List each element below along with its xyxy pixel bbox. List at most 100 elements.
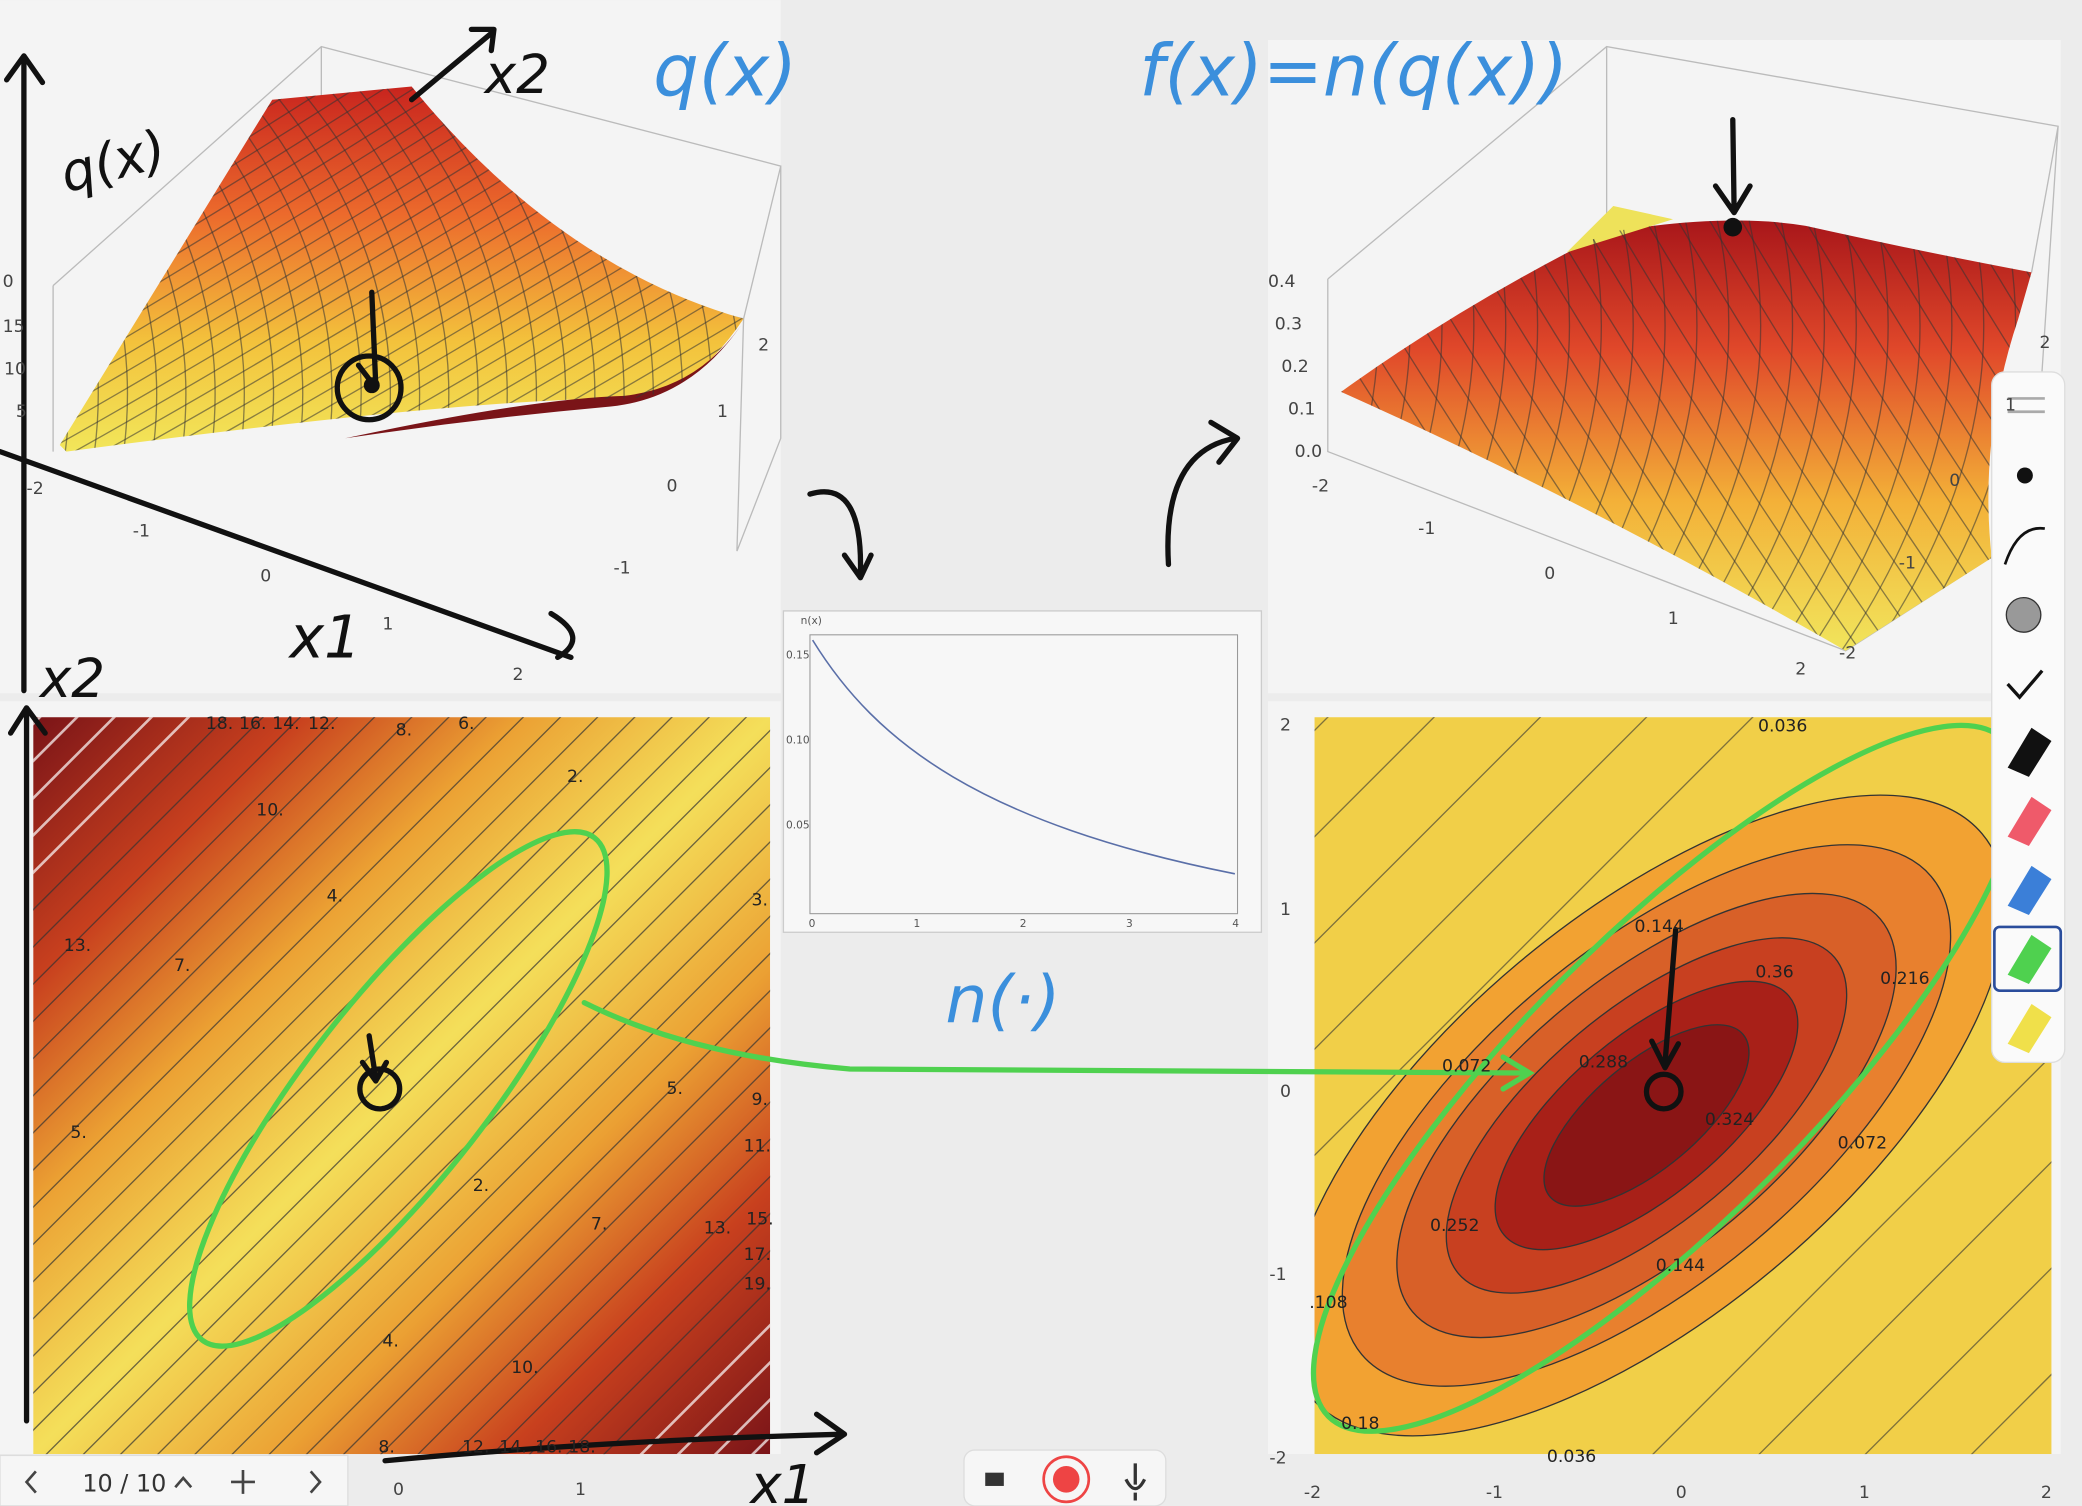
contour-label: 16. bbox=[535, 1438, 562, 1458]
contour-line bbox=[417, 1101, 771, 1455]
camera-button[interactable] bbox=[985, 1472, 1004, 1486]
tool-check[interactable] bbox=[2006, 669, 2044, 700]
tick-label: 1 bbox=[1280, 900, 1291, 920]
contour-label: 0.18 bbox=[1341, 1414, 1379, 1434]
tick-label: 1 bbox=[2005, 395, 2016, 415]
contour-label: 8. bbox=[396, 721, 412, 741]
hand-label: x2 bbox=[38, 648, 105, 710]
mesh-line bbox=[1004, 213, 1124, 664]
contour-line bbox=[231, 915, 771, 1455]
tick-label: -2 bbox=[1312, 476, 1329, 496]
tick-label: 1 bbox=[575, 1480, 586, 1500]
ink-circle bbox=[357, 1066, 403, 1112]
pen-yellow[interactable] bbox=[2007, 1003, 2052, 1054]
contour-label: 19. bbox=[744, 1274, 771, 1294]
tick-label: 3 bbox=[1126, 917, 1133, 930]
contour-line bbox=[33, 717, 191, 875]
mesh-line bbox=[1768, 220, 1889, 651]
contour-label: 14. bbox=[272, 714, 299, 734]
pen-red[interactable] bbox=[2007, 796, 2052, 846]
axis-label: n(x) bbox=[801, 614, 822, 627]
contour-line bbox=[305, 989, 771, 1455]
tick-label: 10 bbox=[4, 360, 26, 380]
contour-label: 0.216 bbox=[1880, 969, 1929, 989]
mesh-line bbox=[972, 213, 1264, 664]
tick-label: 0 bbox=[1544, 564, 1555, 584]
tick-label: 15 bbox=[3, 317, 25, 337]
tick-label: 2 bbox=[1795, 660, 1806, 680]
prev-page[interactable] bbox=[24, 1470, 37, 1494]
contour-label: 12. bbox=[462, 1438, 489, 1458]
mesh-line bbox=[59, 86, 574, 452]
tick-label: -1 bbox=[1899, 553, 1916, 573]
contour-line bbox=[342, 1026, 771, 1455]
mesh-line bbox=[972, 213, 1092, 664]
contour-label: 11. bbox=[744, 1136, 771, 1156]
page-navigation: 10 / 10 bbox=[0, 1454, 349, 1506]
plot-n bbox=[809, 634, 1239, 915]
drag-handle[interactable] bbox=[2007, 397, 2045, 414]
mesh-line bbox=[1959, 220, 2032, 651]
tick-label: -2 bbox=[1839, 644, 1856, 664]
tick-label: -2 bbox=[27, 479, 44, 499]
add-page[interactable] bbox=[231, 1470, 255, 1494]
contour-label: 0.072 bbox=[1838, 1134, 1887, 1154]
panel-n bbox=[782, 610, 1263, 933]
tool-pen[interactable] bbox=[2003, 526, 2046, 565]
mesh-line bbox=[1163, 213, 1283, 664]
mesh-line bbox=[1544, 220, 1839, 651]
mesh-line bbox=[847, 80, 974, 478]
contour-line bbox=[1970, 1373, 2052, 1455]
mesh-line bbox=[1831, 220, 1953, 651]
mesh-line bbox=[818, 80, 945, 478]
contour-line bbox=[33, 717, 413, 1097]
tick-label: 5 bbox=[16, 402, 27, 422]
tick-label: 0 bbox=[260, 567, 271, 587]
mesh-line bbox=[1036, 213, 1156, 664]
contour-label: 0.144 bbox=[1635, 917, 1684, 937]
contour-line bbox=[1652, 1054, 2052, 1455]
pen-black[interactable] bbox=[2007, 727, 2052, 777]
tick-label: 0 bbox=[393, 1480, 404, 1500]
contour-line bbox=[119, 803, 771, 1455]
contour-line bbox=[1864, 1267, 2052, 1455]
tick-label: 1 bbox=[914, 917, 921, 930]
tick-label: 0.4 bbox=[1268, 272, 1295, 292]
tool-dot[interactable] bbox=[2016, 467, 2033, 484]
tick-label: -1 bbox=[133, 522, 150, 542]
page-indicator[interactable]: 10 / 10 bbox=[82, 1469, 166, 1497]
tool-fill[interactable] bbox=[2005, 596, 2042, 633]
contour-line bbox=[157, 841, 771, 1455]
contour-line bbox=[33, 717, 525, 1209]
mesh-line bbox=[59, 86, 516, 452]
contour-label: 0.144 bbox=[1656, 1256, 1705, 1276]
tick-label: 0 bbox=[809, 917, 816, 930]
mic-button[interactable] bbox=[1124, 1463, 1147, 1501]
ink-circle bbox=[334, 353, 404, 423]
tick-label: 2 bbox=[513, 665, 524, 685]
contour-line bbox=[1314, 717, 1754, 1157]
mesh-line bbox=[1576, 220, 1871, 651]
contour-label: 0.324 bbox=[1705, 1110, 1754, 1130]
contour-label: 16. bbox=[239, 714, 266, 734]
contour-line bbox=[268, 952, 771, 1455]
contour-line bbox=[33, 717, 227, 911]
contour-label: 0.252 bbox=[1430, 1216, 1479, 1236]
pen-blue[interactable] bbox=[2007, 865, 2052, 915]
contour-line bbox=[1314, 717, 1648, 1051]
ink-dot bbox=[1723, 217, 1743, 237]
next-page[interactable] bbox=[309, 1470, 322, 1494]
contour-line bbox=[1314, 717, 1435, 838]
ink-dot bbox=[363, 377, 380, 394]
tick-label: 2 bbox=[1020, 917, 1027, 930]
contour-label: 6. bbox=[458, 714, 474, 734]
pen-green[interactable] bbox=[2007, 934, 2052, 985]
record-button[interactable] bbox=[1052, 1466, 1080, 1493]
tick-label: 2 bbox=[2041, 1483, 2052, 1503]
tick-label: 2 bbox=[2040, 333, 2051, 353]
contour-line bbox=[380, 1064, 771, 1455]
mesh-line bbox=[908, 213, 1028, 664]
hand-label: x1 bbox=[748, 1454, 815, 1506]
contour-line bbox=[33, 717, 599, 1283]
tick-label: 0.05 bbox=[786, 819, 810, 832]
